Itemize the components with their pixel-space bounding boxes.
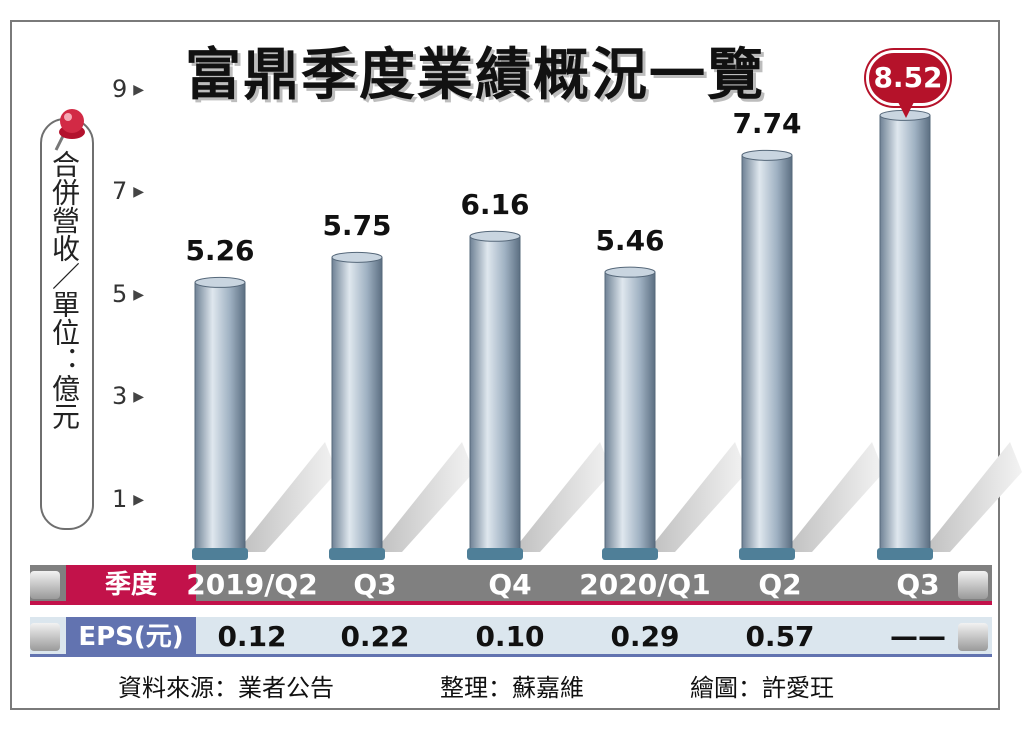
bar-top — [194, 276, 246, 288]
value-label: 5.26 — [185, 234, 255, 268]
y-tick-text: 5 — [112, 279, 128, 308]
bar-shadow — [782, 442, 884, 552]
bar — [194, 281, 246, 553]
y-tick-text: 3 — [112, 382, 128, 411]
y-tick-label: 9 ▶ — [112, 75, 144, 103]
quarter-row: 季度 2019/Q2 Q3 Q4 2020/Q1 Q2 Q3 — [30, 565, 992, 605]
bar-shadows — [235, 442, 1022, 552]
bar-shadow — [372, 442, 474, 552]
bar-base — [329, 548, 385, 560]
bar-shadow — [645, 442, 747, 552]
row-end-cap — [958, 571, 988, 599]
y-tick-text: 9 — [112, 74, 128, 103]
y-tick-label: 3 ▶ — [112, 382, 144, 410]
bar — [469, 235, 521, 553]
y-axis-label: 合併營收／單位：億元 — [48, 150, 81, 430]
bar — [331, 256, 383, 553]
y-axis-label-pill — [40, 118, 94, 530]
eps-row: EPS(元) 0.12 0.22 0.10 0.29 0.57 —— — [30, 617, 992, 657]
bar-2019/Q2 — [192, 276, 248, 560]
eps-cell: —— — [890, 620, 946, 653]
y-tick-label: 7 ▶ — [112, 177, 144, 205]
footer-source: 資料來源：業者公告 — [118, 674, 334, 702]
bar-Q3 — [877, 109, 933, 560]
bar-shadow — [510, 442, 612, 552]
bar-shadow — [235, 442, 337, 552]
bar-top — [741, 149, 793, 161]
y-tick-text: 7 — [112, 177, 128, 206]
y-tick-label: 5 ▶ — [112, 280, 144, 308]
row-end-cap — [30, 623, 60, 651]
bar-base — [192, 548, 248, 560]
eps-cell: 0.57 — [745, 620, 815, 653]
triangle-right-icon: ▶ — [133, 389, 145, 406]
value-label: 5.46 — [595, 224, 665, 258]
value-label: 7.74 — [732, 107, 802, 141]
value-label: 5.75 — [322, 209, 392, 243]
eps-cell: 0.29 — [610, 620, 680, 653]
footer-editor: 整理：蘇嘉維 — [440, 674, 584, 702]
highlight-badge-pointer — [895, 96, 917, 118]
bar-shadow — [920, 442, 1022, 552]
triangle-right-icon: ▶ — [133, 81, 145, 98]
footer-illustrator: 繪圖：許愛玨 — [690, 674, 834, 702]
bar-top — [604, 266, 656, 278]
triangle-right-icon: ▶ — [133, 286, 145, 303]
bar-2020/Q1 — [602, 266, 658, 560]
bar-Q4 — [467, 230, 523, 560]
quarter-cell: Q3 — [353, 568, 397, 601]
quarter-cell: 2019/Q2 — [186, 568, 318, 601]
eps-cell: 0.22 — [340, 620, 410, 653]
bar — [741, 154, 793, 553]
triangle-right-icon: ▶ — [133, 491, 145, 508]
quarter-cell: Q2 — [758, 568, 802, 601]
bar — [879, 114, 931, 553]
bar-base — [739, 548, 795, 560]
bar-Q3 — [329, 251, 385, 560]
bar-top — [469, 230, 521, 242]
chart-title: 富鼎季度業績概況一覽 — [185, 43, 765, 108]
triangle-right-icon: ▶ — [133, 184, 145, 201]
bar-base — [877, 548, 933, 560]
y-tick-label: 1 ▶ — [112, 485, 144, 513]
row-end-cap — [958, 623, 988, 651]
quarter-cell: 2020/Q1 — [579, 568, 711, 601]
eps-cell: 0.12 — [217, 620, 287, 653]
bar-base — [602, 548, 658, 560]
row-end-cap — [30, 571, 60, 599]
quarter-row-label: 季度 — [66, 565, 196, 605]
y-tick-text: 1 — [112, 484, 128, 513]
bar-base — [467, 548, 523, 560]
bar-Q2 — [739, 149, 795, 560]
eps-cell: 0.10 — [475, 620, 545, 653]
eps-row-label: EPS(元) — [66, 617, 196, 657]
pushpin-icon — [54, 109, 85, 151]
bars-group — [192, 109, 933, 560]
quarter-cell: Q3 — [896, 568, 940, 601]
bar-top — [331, 251, 383, 263]
bar — [604, 271, 656, 553]
value-label: 6.16 — [460, 188, 530, 222]
quarter-cell: Q4 — [488, 568, 532, 601]
